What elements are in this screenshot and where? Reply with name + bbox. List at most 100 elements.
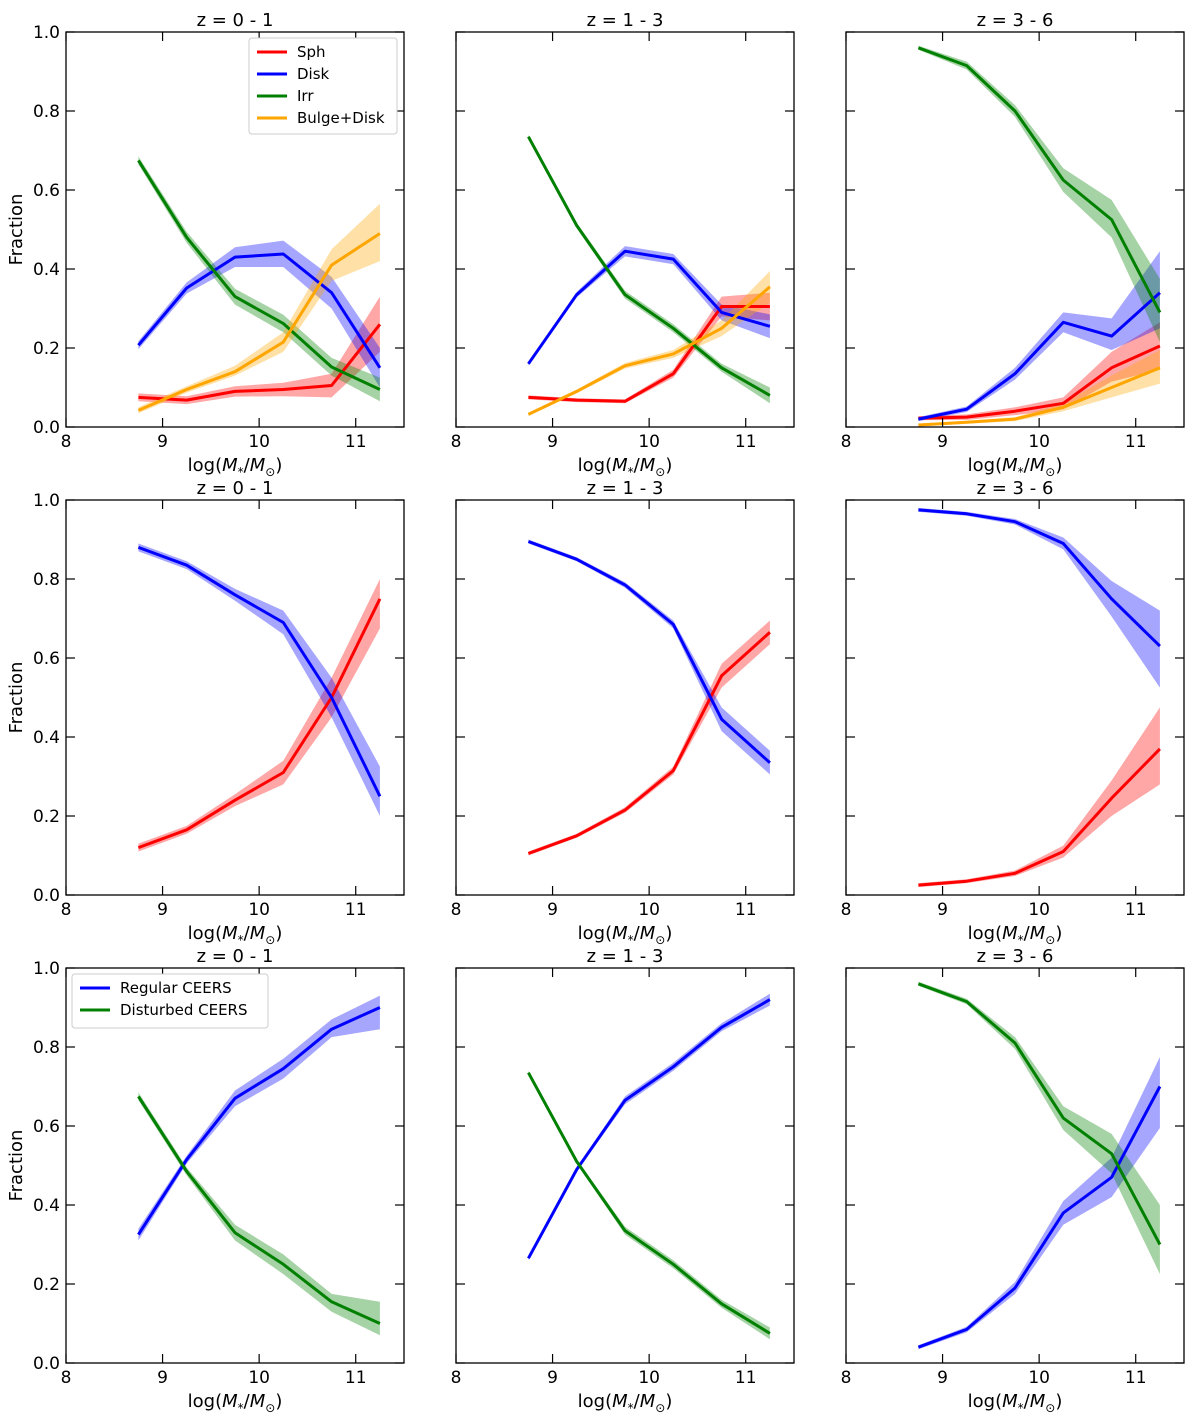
x-tick-label: 8 bbox=[451, 900, 462, 920]
plot-frame bbox=[455, 31, 795, 428]
line-disturbed-ceers bbox=[917, 982, 1162, 1246]
y-tick-label: 0.6 bbox=[33, 181, 60, 201]
y-tick-label: 0.8 bbox=[33, 102, 60, 122]
band-disk bbox=[528, 539, 770, 775]
x-tick-label: 8 bbox=[841, 900, 852, 920]
x-tick-label: 8 bbox=[61, 1368, 72, 1388]
panel-r2-c3: 8 9 10 11 z = 3 - 6 log(M*/M⊙) bbox=[841, 478, 1185, 947]
band-disk bbox=[138, 543, 380, 816]
band-sph bbox=[138, 296, 380, 405]
line-sph bbox=[137, 598, 382, 850]
x-tick-label: 9 bbox=[547, 432, 558, 452]
panel-title: z = 1 - 3 bbox=[587, 10, 664, 31]
plot-frame bbox=[845, 967, 1185, 1364]
band-sph bbox=[528, 620, 770, 856]
y-tick-label: 0.0 bbox=[33, 886, 60, 906]
x-axis-label: log(M*/M⊙) bbox=[968, 923, 1063, 947]
y-axis-label: Fraction bbox=[6, 662, 27, 734]
plot-frame bbox=[65, 499, 405, 896]
plot-frame bbox=[65, 967, 405, 1364]
line-sph bbox=[528, 305, 770, 403]
panel-r3-c3: 8 9 10 11 z = 3 - 6 log(M*/M⊙) bbox=[841, 946, 1185, 1415]
x-tick-label: 8 bbox=[61, 900, 72, 920]
band-disk bbox=[918, 507, 1160, 688]
panel-r1-c2: 8 9 10 11 z = 1 - 3 log(M*/M⊙) bbox=[451, 10, 795, 479]
line-irr bbox=[527, 135, 771, 397]
y-tick-label: 0.6 bbox=[33, 649, 60, 669]
x-tick-label: 10 bbox=[1028, 900, 1050, 920]
band-regular-ceers bbox=[528, 993, 770, 1261]
panel-r3-c1: 8 9 10 11 0.0 0.2 0.4 0.6 0.8 1.0 z = 0 - 1 log(M*/… bbox=[6, 946, 405, 1415]
band-irr bbox=[528, 134, 770, 404]
x-tick-label: 10 bbox=[248, 900, 270, 920]
band-sph bbox=[918, 707, 1160, 888]
y-tick-label: 0.2 bbox=[33, 339, 60, 359]
line-disk bbox=[918, 291, 1161, 421]
x-tick-label: 8 bbox=[61, 432, 72, 452]
line-sph bbox=[918, 747, 1161, 887]
legend-label: Regular CEERS bbox=[120, 979, 232, 997]
band-sph bbox=[528, 292, 770, 404]
y-axis-label: Fraction bbox=[6, 194, 27, 266]
x-tick-label: 9 bbox=[547, 1368, 558, 1388]
band-sph bbox=[918, 322, 1160, 421]
x-axis-label: log(M*/M⊙) bbox=[578, 455, 673, 479]
x-tick-label: 11 bbox=[735, 1368, 757, 1388]
x-tick-label: 11 bbox=[1125, 1368, 1147, 1388]
line-disturbed-ceers bbox=[137, 1095, 381, 1325]
legend-box bbox=[71, 973, 269, 1029]
x-tick-label: 9 bbox=[937, 1368, 948, 1388]
line-sph bbox=[138, 323, 382, 402]
x-axis-label: log(M*/M⊙) bbox=[188, 1391, 283, 1415]
panel-title: z = 0 - 1 bbox=[197, 478, 274, 499]
x-tick-label: 9 bbox=[937, 900, 948, 920]
x-tick-label: 8 bbox=[841, 432, 852, 452]
y-tick-label: 0.2 bbox=[33, 1275, 60, 1295]
x-tick-label: 10 bbox=[638, 432, 660, 452]
x-tick-label: 9 bbox=[547, 900, 558, 920]
panel-title: z = 1 - 3 bbox=[587, 946, 664, 967]
band-disk bbox=[918, 251, 1160, 422]
x-axis-label: log(M*/M⊙) bbox=[188, 923, 283, 947]
line-sph bbox=[918, 344, 1161, 420]
x-tick-label: 11 bbox=[1125, 900, 1147, 920]
line-disk bbox=[527, 249, 771, 365]
band-irr bbox=[138, 156, 380, 402]
line-disk bbox=[137, 545, 382, 797]
x-tick-label: 9 bbox=[157, 900, 168, 920]
y-tick-label: 0.4 bbox=[33, 728, 60, 748]
band-bulge-disk bbox=[528, 271, 770, 416]
line-sph bbox=[527, 631, 771, 855]
x-tick-label: 11 bbox=[345, 432, 367, 452]
line-bulge-disk bbox=[918, 366, 1161, 427]
y-tick-label: 0.0 bbox=[33, 418, 60, 438]
x-axis-label: log(M*/M⊙) bbox=[578, 1391, 673, 1415]
x-tick-label: 10 bbox=[1028, 432, 1050, 452]
panel-title: z = 0 - 1 bbox=[197, 10, 274, 31]
line-bulge-disk bbox=[137, 232, 381, 412]
legend-label: Sph bbox=[297, 43, 326, 61]
legend-label: Bulge+Disk bbox=[297, 109, 385, 127]
x-tick-label: 8 bbox=[451, 1368, 462, 1388]
panel-r2-c1: 8 9 10 11 0.0 0.2 0.4 0.6 0.8 1.0 z = 0 - 1 log(M*/… bbox=[6, 478, 405, 947]
plot-frame bbox=[845, 31, 1185, 428]
y-tick-label: 0.6 bbox=[33, 1117, 60, 1137]
y-tick-label: 1.0 bbox=[33, 959, 60, 979]
y-tick-label: 0.8 bbox=[33, 1038, 60, 1058]
legend-box bbox=[248, 37, 398, 135]
legend: Regular CEERS Disturbed CEERS bbox=[71, 973, 269, 1029]
x-tick-label: 9 bbox=[157, 1368, 168, 1388]
legend-label: Disturbed CEERS bbox=[120, 1001, 248, 1019]
y-tick-label: 0.2 bbox=[33, 807, 60, 827]
line-regular-ceers bbox=[137, 1006, 381, 1236]
x-axis-label: log(M*/M⊙) bbox=[968, 1391, 1063, 1415]
x-tick-label: 10 bbox=[248, 1368, 270, 1388]
panel-r2-c2: 8 9 10 11 z = 1 - 3 log(M*/M⊙) bbox=[451, 478, 795, 947]
x-tick-label: 11 bbox=[345, 1368, 367, 1388]
panel-r1-c1: 8 9 10 11 0.0 0.2 0.4 0.6 0.8 1.0 z = 0 - 1 log(M*/… bbox=[6, 10, 405, 479]
plot-frame bbox=[455, 967, 795, 1364]
x-tick-label: 10 bbox=[638, 900, 660, 920]
band-disturbed-ceers bbox=[138, 1092, 380, 1336]
line-regular-ceers bbox=[527, 998, 771, 1260]
